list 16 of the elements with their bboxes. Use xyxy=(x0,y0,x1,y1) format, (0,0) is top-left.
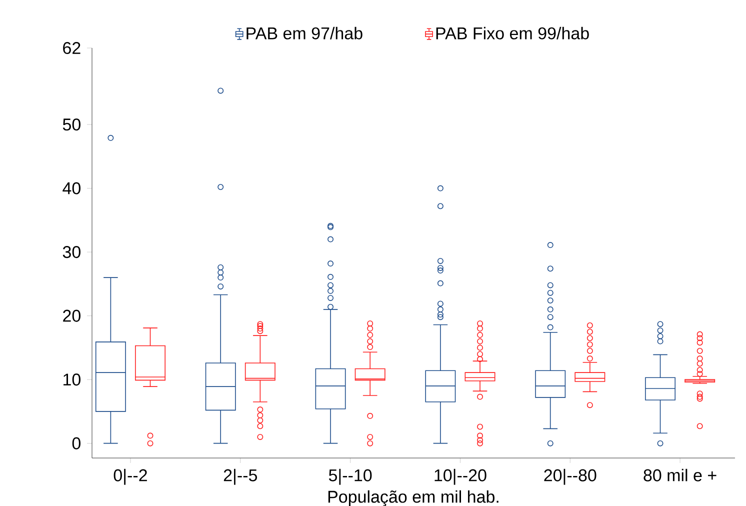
y-tick-label: 10 xyxy=(64,374,80,386)
x-tick-label: 5|--10 xyxy=(328,468,372,485)
y-tick-label: 50 xyxy=(62,118,80,131)
legend-label: PAB Fixo em 99/hab xyxy=(436,26,589,40)
x-tick-label: 2|--5 xyxy=(224,468,257,485)
y-tick-label: 40 xyxy=(62,182,80,194)
legend-label: PAB em 97/hab xyxy=(246,26,362,40)
y-tick-label: 30 xyxy=(62,246,80,258)
y-tick-label: 62 xyxy=(63,42,80,54)
y-tick-label: 20 xyxy=(63,310,80,322)
y-tick-label: 0 xyxy=(72,437,80,450)
x-axis-title: População em mil hab. xyxy=(328,490,498,506)
x-tick-label: 10|--20 xyxy=(434,468,486,485)
x-tick-label: 20|--80 xyxy=(544,468,596,485)
x-tick-label: 80 mil e + xyxy=(644,468,716,482)
x-tick-label: 0|--2 xyxy=(114,468,147,485)
